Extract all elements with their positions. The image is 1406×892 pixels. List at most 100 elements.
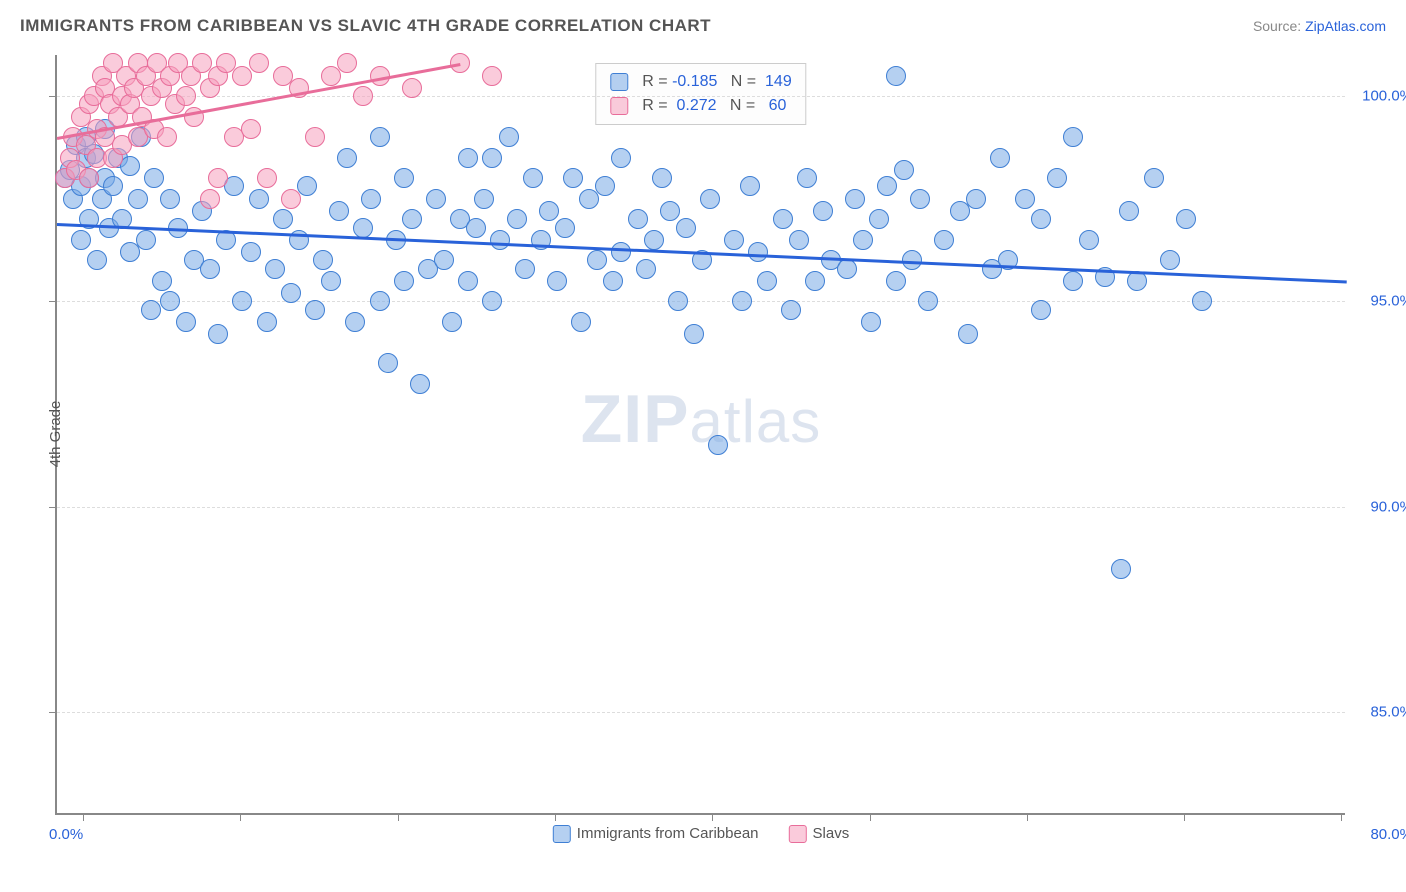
data-point[interactable]: [466, 218, 486, 238]
legend-item[interactable]: Immigrants from Caribbean: [553, 825, 759, 843]
data-point[interactable]: [305, 300, 325, 320]
data-point[interactable]: [507, 209, 527, 229]
data-point[interactable]: [71, 230, 91, 250]
data-point[interactable]: [1111, 559, 1131, 579]
data-point[interactable]: [910, 189, 930, 209]
data-point[interactable]: [103, 176, 123, 196]
data-point[interactable]: [660, 201, 680, 221]
data-point[interactable]: [128, 189, 148, 209]
data-point[interactable]: [1015, 189, 1035, 209]
data-point[interactable]: [410, 374, 430, 394]
data-point[interactable]: [273, 209, 293, 229]
data-point[interactable]: [482, 66, 502, 86]
data-point[interactable]: [587, 250, 607, 270]
data-point[interactable]: [200, 189, 220, 209]
data-point[interactable]: [1031, 300, 1051, 320]
data-point[interactable]: [644, 230, 664, 250]
data-point[interactable]: [241, 119, 261, 139]
data-point[interactable]: [241, 242, 261, 262]
data-point[interactable]: [265, 259, 285, 279]
data-point[interactable]: [136, 230, 156, 250]
data-point[interactable]: [87, 250, 107, 270]
data-point[interactable]: [378, 353, 398, 373]
data-point[interactable]: [934, 230, 954, 250]
data-point[interactable]: [353, 86, 373, 106]
data-point[interactable]: [458, 148, 478, 168]
data-point[interactable]: [797, 168, 817, 188]
data-point[interactable]: [426, 189, 446, 209]
data-point[interactable]: [732, 291, 752, 311]
data-point[interactable]: [313, 250, 333, 270]
data-point[interactable]: [571, 312, 591, 332]
data-point[interactable]: [297, 176, 317, 196]
data-point[interactable]: [434, 250, 454, 270]
data-point[interactable]: [958, 324, 978, 344]
data-point[interactable]: [918, 291, 938, 311]
data-point[interactable]: [345, 312, 365, 332]
data-point[interactable]: [547, 271, 567, 291]
data-point[interactable]: [394, 271, 414, 291]
data-point[interactable]: [611, 148, 631, 168]
data-point[interactable]: [141, 300, 161, 320]
data-point[interactable]: [990, 148, 1010, 168]
data-point[interactable]: [555, 218, 575, 238]
data-point[interactable]: [482, 148, 502, 168]
data-point[interactable]: [652, 168, 672, 188]
data-point[interactable]: [157, 127, 177, 147]
data-point[interactable]: [79, 168, 99, 188]
data-point[interactable]: [160, 189, 180, 209]
data-point[interactable]: [152, 271, 172, 291]
data-point[interactable]: [603, 271, 623, 291]
data-point[interactable]: [636, 259, 656, 279]
data-point[interactable]: [684, 324, 704, 344]
data-point[interactable]: [861, 312, 881, 332]
data-point[interactable]: [595, 176, 615, 196]
data-point[interactable]: [442, 312, 462, 332]
data-point[interactable]: [1119, 201, 1139, 221]
data-point[interactable]: [515, 259, 535, 279]
data-point[interactable]: [337, 148, 357, 168]
data-point[interactable]: [708, 435, 728, 455]
data-point[interactable]: [257, 312, 277, 332]
data-point[interactable]: [329, 201, 349, 221]
data-point[interactable]: [611, 242, 631, 262]
data-point[interactable]: [523, 168, 543, 188]
data-point[interactable]: [402, 209, 422, 229]
data-point[interactable]: [281, 283, 301, 303]
data-point[interactable]: [353, 218, 373, 238]
data-point[interactable]: [668, 291, 688, 311]
data-point[interactable]: [886, 66, 906, 86]
data-point[interactable]: [813, 201, 833, 221]
data-point[interactable]: [1192, 291, 1212, 311]
data-point[interactable]: [208, 324, 228, 344]
data-point[interactable]: [370, 291, 390, 311]
data-point[interactable]: [474, 189, 494, 209]
data-point[interactable]: [539, 201, 559, 221]
data-point[interactable]: [370, 127, 390, 147]
data-point[interactable]: [160, 291, 180, 311]
data-point[interactable]: [676, 218, 696, 238]
data-point[interactable]: [700, 189, 720, 209]
data-point[interactable]: [894, 160, 914, 180]
data-point[interactable]: [281, 189, 301, 209]
data-point[interactable]: [869, 209, 889, 229]
data-point[interactable]: [757, 271, 777, 291]
data-point[interactable]: [805, 271, 825, 291]
data-point[interactable]: [886, 271, 906, 291]
data-point[interactable]: [321, 271, 341, 291]
data-point[interactable]: [1160, 250, 1180, 270]
data-point[interactable]: [1063, 271, 1083, 291]
data-point[interactable]: [361, 189, 381, 209]
data-point[interactable]: [845, 189, 865, 209]
data-point[interactable]: [877, 176, 897, 196]
data-point[interactable]: [208, 168, 228, 188]
data-point[interactable]: [1079, 230, 1099, 250]
source-link[interactable]: ZipAtlas.com: [1305, 18, 1386, 34]
data-point[interactable]: [232, 291, 252, 311]
data-point[interactable]: [1031, 209, 1051, 229]
data-point[interactable]: [176, 312, 196, 332]
data-point[interactable]: [458, 271, 478, 291]
data-point[interactable]: [490, 230, 510, 250]
data-point[interactable]: [1063, 127, 1083, 147]
data-point[interactable]: [305, 127, 325, 147]
